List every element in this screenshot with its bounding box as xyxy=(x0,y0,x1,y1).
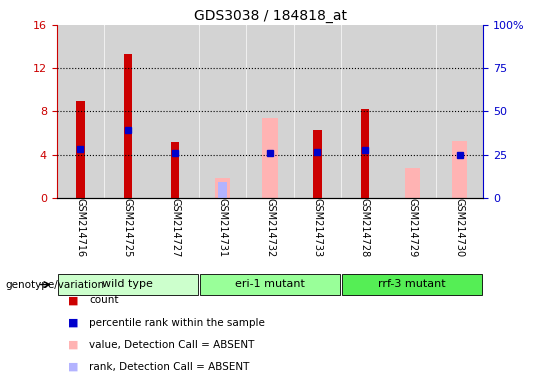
Bar xyxy=(247,25,293,198)
Bar xyxy=(342,25,388,198)
Bar xyxy=(58,25,103,198)
Text: GSM214716: GSM214716 xyxy=(76,198,85,257)
Text: GSM214730: GSM214730 xyxy=(455,198,464,257)
Bar xyxy=(452,141,467,198)
Text: eri-1 mutant: eri-1 mutant xyxy=(235,279,305,289)
Bar xyxy=(76,101,85,198)
Text: count: count xyxy=(89,295,119,305)
FancyBboxPatch shape xyxy=(342,274,482,295)
Bar xyxy=(262,118,278,198)
Bar xyxy=(124,54,132,198)
FancyBboxPatch shape xyxy=(58,274,198,295)
Text: GSM214727: GSM214727 xyxy=(170,198,180,257)
Bar xyxy=(200,25,245,198)
Text: wild type: wild type xyxy=(103,279,153,289)
Text: GSM214733: GSM214733 xyxy=(313,198,322,257)
Bar xyxy=(389,25,435,198)
Text: ■: ■ xyxy=(68,295,78,305)
Text: GSM214728: GSM214728 xyxy=(360,198,370,257)
Text: ■: ■ xyxy=(68,340,78,350)
Text: genotype/variation: genotype/variation xyxy=(5,280,105,290)
Bar xyxy=(218,182,227,198)
Text: ■: ■ xyxy=(68,318,78,328)
Text: GSM214732: GSM214732 xyxy=(265,198,275,257)
Bar xyxy=(437,25,482,198)
Text: GSM214725: GSM214725 xyxy=(123,198,133,257)
Text: rrf-3 mutant: rrf-3 mutant xyxy=(379,279,446,289)
Text: GSM214731: GSM214731 xyxy=(218,198,227,257)
FancyBboxPatch shape xyxy=(200,274,340,295)
Bar xyxy=(313,130,322,198)
Bar xyxy=(152,25,198,198)
Bar xyxy=(295,25,340,198)
Bar xyxy=(361,109,369,198)
Bar xyxy=(215,178,230,198)
Bar xyxy=(171,142,179,198)
Text: percentile rank within the sample: percentile rank within the sample xyxy=(89,318,265,328)
Title: GDS3038 / 184818_at: GDS3038 / 184818_at xyxy=(193,8,347,23)
Bar xyxy=(404,167,420,198)
Text: rank, Detection Call = ABSENT: rank, Detection Call = ABSENT xyxy=(89,362,249,372)
Text: GSM214729: GSM214729 xyxy=(407,198,417,257)
Text: value, Detection Call = ABSENT: value, Detection Call = ABSENT xyxy=(89,340,254,350)
Bar xyxy=(105,25,151,198)
Text: ■: ■ xyxy=(68,362,78,372)
